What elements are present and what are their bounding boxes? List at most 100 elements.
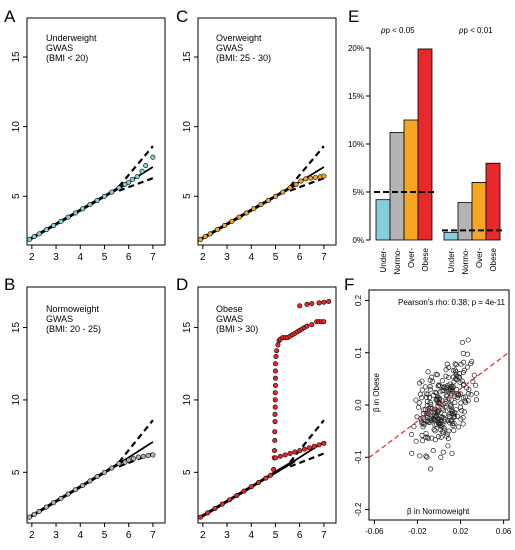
qq-point bbox=[304, 301, 310, 307]
scatter-point bbox=[424, 418, 430, 424]
qq-point bbox=[297, 448, 303, 454]
scatter-point bbox=[435, 434, 441, 440]
qq-point bbox=[80, 482, 86, 488]
scatter-point bbox=[438, 454, 444, 460]
plot-f-marks: -0.06 -0.02 0.02 0.06 -0.2 -0.1 0.0 0.1 0.2 bbox=[354, 294, 512, 536]
scatter-point bbox=[413, 438, 419, 444]
qq-point bbox=[272, 419, 278, 425]
scatter-point bbox=[473, 382, 479, 388]
qq-point bbox=[287, 185, 293, 191]
scatter-point bbox=[413, 397, 419, 403]
scatter-point bbox=[432, 437, 438, 443]
scatter-point bbox=[471, 372, 477, 378]
plot-b-marks: 2 3 4 5 6 7 5 10 15 bbox=[11, 322, 156, 541]
y-tick-label: 15 bbox=[11, 322, 22, 334]
y-tick-label: 0% bbox=[352, 236, 364, 245]
qq-point bbox=[277, 453, 283, 459]
x-tick-label: 5 bbox=[102, 252, 108, 263]
bar bbox=[443, 231, 459, 241]
qq-point bbox=[272, 368, 278, 374]
scatter-point bbox=[416, 400, 422, 406]
qq-point bbox=[51, 500, 57, 506]
scatter-point bbox=[449, 418, 455, 424]
scatter-point bbox=[440, 414, 446, 420]
scatter-point bbox=[419, 387, 425, 393]
scatter-point bbox=[449, 450, 455, 456]
qq-point bbox=[234, 492, 240, 498]
qq-point bbox=[312, 174, 318, 180]
qq-point bbox=[308, 175, 314, 181]
qq-point bbox=[51, 223, 57, 229]
qq-point bbox=[297, 303, 303, 309]
scatter-point bbox=[452, 393, 458, 399]
y-axis-label: β in Obese bbox=[372, 373, 381, 412]
qq-point bbox=[109, 189, 115, 195]
scatter-point bbox=[456, 424, 462, 430]
qq-point bbox=[275, 342, 281, 348]
scatter-point bbox=[429, 374, 435, 380]
qq-point bbox=[126, 179, 132, 185]
y-tick-label: 10 bbox=[11, 394, 22, 406]
qq-point bbox=[272, 448, 278, 454]
x-tick-label: 7 bbox=[150, 252, 156, 263]
qq-point bbox=[143, 163, 149, 169]
category-label: Over- bbox=[407, 248, 416, 268]
qq-point bbox=[268, 472, 274, 478]
category-label: Normo- bbox=[393, 248, 402, 275]
scatter-point bbox=[454, 413, 461, 419]
qq-point bbox=[292, 449, 298, 455]
scatter-point bbox=[473, 390, 479, 396]
scatter-point bbox=[468, 392, 474, 398]
qq-point bbox=[272, 361, 278, 367]
panel-c: C 2 3 4 5 6 7 5 10 15 Overweight GWAS (BMI: 25 -… bbox=[176, 7, 337, 263]
scatter-point bbox=[452, 361, 458, 367]
qq-point bbox=[309, 322, 315, 328]
qq-point bbox=[303, 176, 309, 182]
qq-point bbox=[272, 193, 278, 199]
category-label: Under- bbox=[379, 248, 388, 273]
scatter-point bbox=[465, 391, 472, 397]
y-tick-label: 10 bbox=[11, 121, 22, 133]
x-tick-label: 6 bbox=[126, 530, 132, 541]
scatter-point bbox=[425, 435, 431, 441]
qq-point bbox=[271, 466, 277, 472]
qq-point bbox=[58, 218, 64, 224]
scatter-point bbox=[427, 377, 433, 383]
qq-point bbox=[272, 390, 278, 396]
qq-point bbox=[87, 202, 93, 208]
scatter-point bbox=[444, 361, 450, 367]
scatter-point bbox=[425, 369, 431, 375]
scatter-point bbox=[419, 378, 425, 384]
scatter-point bbox=[411, 423, 417, 430]
upper-confidence-line bbox=[118, 419, 154, 463]
bar bbox=[403, 119, 419, 241]
y-tick-label: 15 bbox=[11, 51, 22, 63]
qq-point bbox=[150, 452, 156, 458]
annotation-line-1: Overweight bbox=[216, 33, 262, 43]
scatter-point bbox=[409, 450, 415, 456]
scatter-point bbox=[419, 432, 425, 438]
y-tick-label: 0.1 bbox=[354, 347, 363, 359]
scatter-point bbox=[432, 428, 438, 434]
x-tick-label: 2 bbox=[200, 530, 206, 541]
qq-point bbox=[293, 181, 299, 187]
scatter-point bbox=[437, 422, 443, 428]
category-label: Obese bbox=[421, 247, 430, 271]
qq-point bbox=[222, 223, 228, 229]
x-tick-label: 2 bbox=[29, 252, 35, 263]
qq-point bbox=[304, 323, 310, 329]
y-tick-label: 10% bbox=[348, 140, 364, 149]
scatter-point bbox=[438, 434, 444, 441]
scatter-point bbox=[461, 367, 467, 373]
qq-point bbox=[309, 301, 315, 307]
x-tick-label: 6 bbox=[126, 252, 132, 263]
scatter-point bbox=[437, 389, 443, 395]
qq-point bbox=[36, 231, 42, 237]
qq-point bbox=[36, 508, 42, 514]
scatter-point bbox=[469, 358, 475, 365]
scatter-point bbox=[424, 434, 430, 440]
qq-point bbox=[101, 469, 107, 475]
x-tick-label: -0.02 bbox=[408, 527, 427, 536]
plot-frame bbox=[26, 286, 166, 524]
x-tick-label: 2 bbox=[29, 530, 35, 541]
